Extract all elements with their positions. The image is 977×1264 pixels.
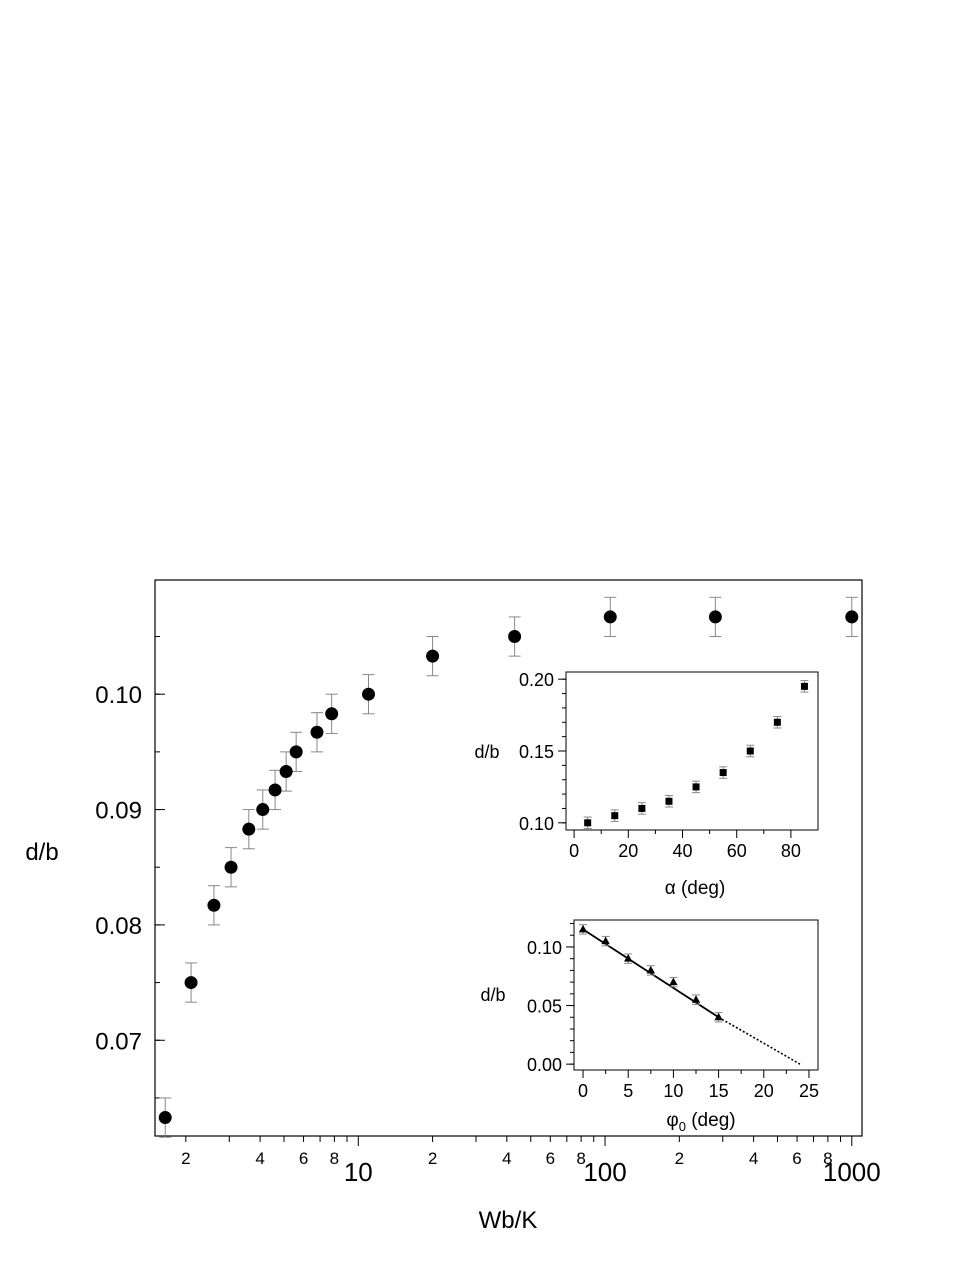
inset-alpha-x-tick-label: 40: [673, 841, 693, 861]
main-data-point: [845, 610, 859, 624]
inset-alpha-data-point: [773, 718, 781, 726]
inset-phi-x-tick-label: 20: [754, 1081, 774, 1101]
main-x-major-tick-label: 1000: [823, 1157, 881, 1187]
inset-alpha-data-point: [584, 819, 592, 827]
inset-alpha-frame: [565, 671, 819, 831]
main-y-tick-label: 0.08: [95, 913, 142, 940]
inset-alpha-data-point: [719, 769, 727, 777]
inset-alpha-data-points: [584, 682, 808, 827]
main-x-minor-tick-label: 6: [792, 1149, 801, 1168]
inset-phi-data-point: [646, 965, 656, 974]
main-data-point: [268, 783, 282, 797]
inset-alpha-x-axis-label: α (deg): [665, 878, 726, 899]
main-data-point: [158, 1111, 172, 1125]
inset-phi-y-tick-label: 0.10: [527, 938, 562, 958]
main-data-point: [362, 687, 376, 701]
main-data-point: [207, 898, 221, 912]
inset-alpha-data-point: [692, 783, 700, 791]
inset-phi-data-point: [624, 954, 633, 962]
inset-phi-y-axis-label: d/b: [480, 985, 505, 1005]
inset-phi-y-tick-label: 0.00: [527, 1055, 562, 1075]
main-x-major-tick-label: 10: [344, 1157, 373, 1187]
main-x-minor-tick-label: 4: [502, 1149, 511, 1168]
inset-chart-phi: 0.000.050.100 5 10 15 20 25 d/b φ0 (deg): [480, 919, 819, 1134]
inset-phi-x-tick-label: 15: [709, 1081, 729, 1101]
inset-phi-axis-ticks: 0.00 0.05 0.10 0 5 10 15 20 25: [527, 923, 819, 1101]
inset-phi-x-axis-label-symbol: φ: [666, 1110, 678, 1131]
main-data-point: [224, 860, 238, 874]
inset-phi-x-tick-label: 0: [578, 1081, 588, 1101]
main-data-point: [184, 976, 198, 990]
main-data-point: [310, 725, 324, 739]
inset-phi-x-tick-label: 10: [663, 1081, 683, 1101]
main-data-point: [603, 610, 617, 624]
inset-alpha-y-tick-label: 0.20: [519, 670, 554, 690]
main-data-point: [256, 803, 270, 817]
main-y-axis-label: d/b: [25, 839, 58, 866]
inset-alpha-x-tick-label: 60: [727, 841, 747, 861]
inset-phi-x-tick-label: 25: [799, 1081, 819, 1101]
inset-alpha-y-tick-label: 0.15: [519, 742, 554, 762]
main-x-axis-label: Wb/K: [479, 1207, 538, 1234]
main-x-minor-tick-label: 8: [330, 1149, 339, 1168]
main-x-major-tick-label: 100: [583, 1157, 626, 1187]
inset-chart-alpha: 0.10 0.15 0.20 0 20 40 60 80 d/b α (deg): [474, 670, 819, 899]
main-x-minor-tick-label: 6: [546, 1149, 555, 1168]
inset-alpha-x-tick-label: 0: [569, 841, 579, 861]
main-x-minor-tick-label: 6: [299, 1149, 308, 1168]
inset-phi-x-axis-label-suffix: (deg): [686, 1110, 736, 1131]
main-data-points: [158, 610, 859, 1125]
main-data-point: [289, 745, 303, 759]
inset-alpha-y-tick-label: 0.10: [519, 814, 554, 834]
main-data-point: [242, 822, 256, 836]
inset-alpha-data-point: [638, 804, 646, 812]
inset-alpha-x-tick-label: 80: [781, 841, 801, 861]
inset-alpha-y-axis-label: d/b: [474, 742, 499, 762]
main-x-minor-tick-label: 4: [749, 1149, 758, 1168]
inset-phi-y-tick-label: 0.05: [527, 997, 562, 1017]
inset-phi-data-point: [669, 977, 678, 986]
main-y-tick-label: 0.09: [95, 798, 142, 825]
inset-alpha-data-point: [746, 747, 754, 755]
inset-phi-x-tick-label: 5: [623, 1081, 633, 1101]
inset-phi-x-axis-label-subscript: 0: [679, 1119, 686, 1134]
main-data-point: [279, 764, 293, 778]
inset-phi-data-point: [578, 924, 588, 933]
inset-phi-data-point: [714, 1012, 723, 1021]
main-y-tick-label: 0.10: [95, 682, 142, 709]
inset-alpha-x-tick-label: 20: [618, 841, 638, 861]
main-x-minor-tick-label: 2: [181, 1149, 190, 1168]
main-data-point: [508, 630, 522, 644]
inset-phi-x-axis-label: φ0 (deg): [666, 1110, 735, 1134]
inset-phi-data-point: [601, 936, 610, 945]
main-x-minor-tick-label: 8: [576, 1149, 585, 1168]
main-x-minor-tick-label: 2: [675, 1149, 684, 1168]
inset-alpha-axis-ticks: 0.10 0.15 0.20 0 20 40 60 80: [519, 670, 801, 861]
main-x-minor-tick-label: 4: [255, 1149, 264, 1168]
main-plot-frame: [154, 579, 863, 1137]
main-data-point: [708, 610, 722, 624]
main-data-point: [325, 707, 339, 721]
inset-alpha-data-point: [665, 797, 673, 805]
inset-alpha-data-point: [800, 682, 808, 690]
inset-phi-data-point: [691, 995, 701, 1003]
main-x-minor-tick-label: 8: [823, 1149, 832, 1168]
main-y-tick-label: 0.07: [95, 1028, 142, 1055]
inset-phi-data-points: [578, 924, 723, 1021]
main-data-point: [426, 649, 440, 663]
inset-alpha-data-point: [611, 812, 619, 820]
main-x-minor-tick-label: 2: [428, 1149, 437, 1168]
